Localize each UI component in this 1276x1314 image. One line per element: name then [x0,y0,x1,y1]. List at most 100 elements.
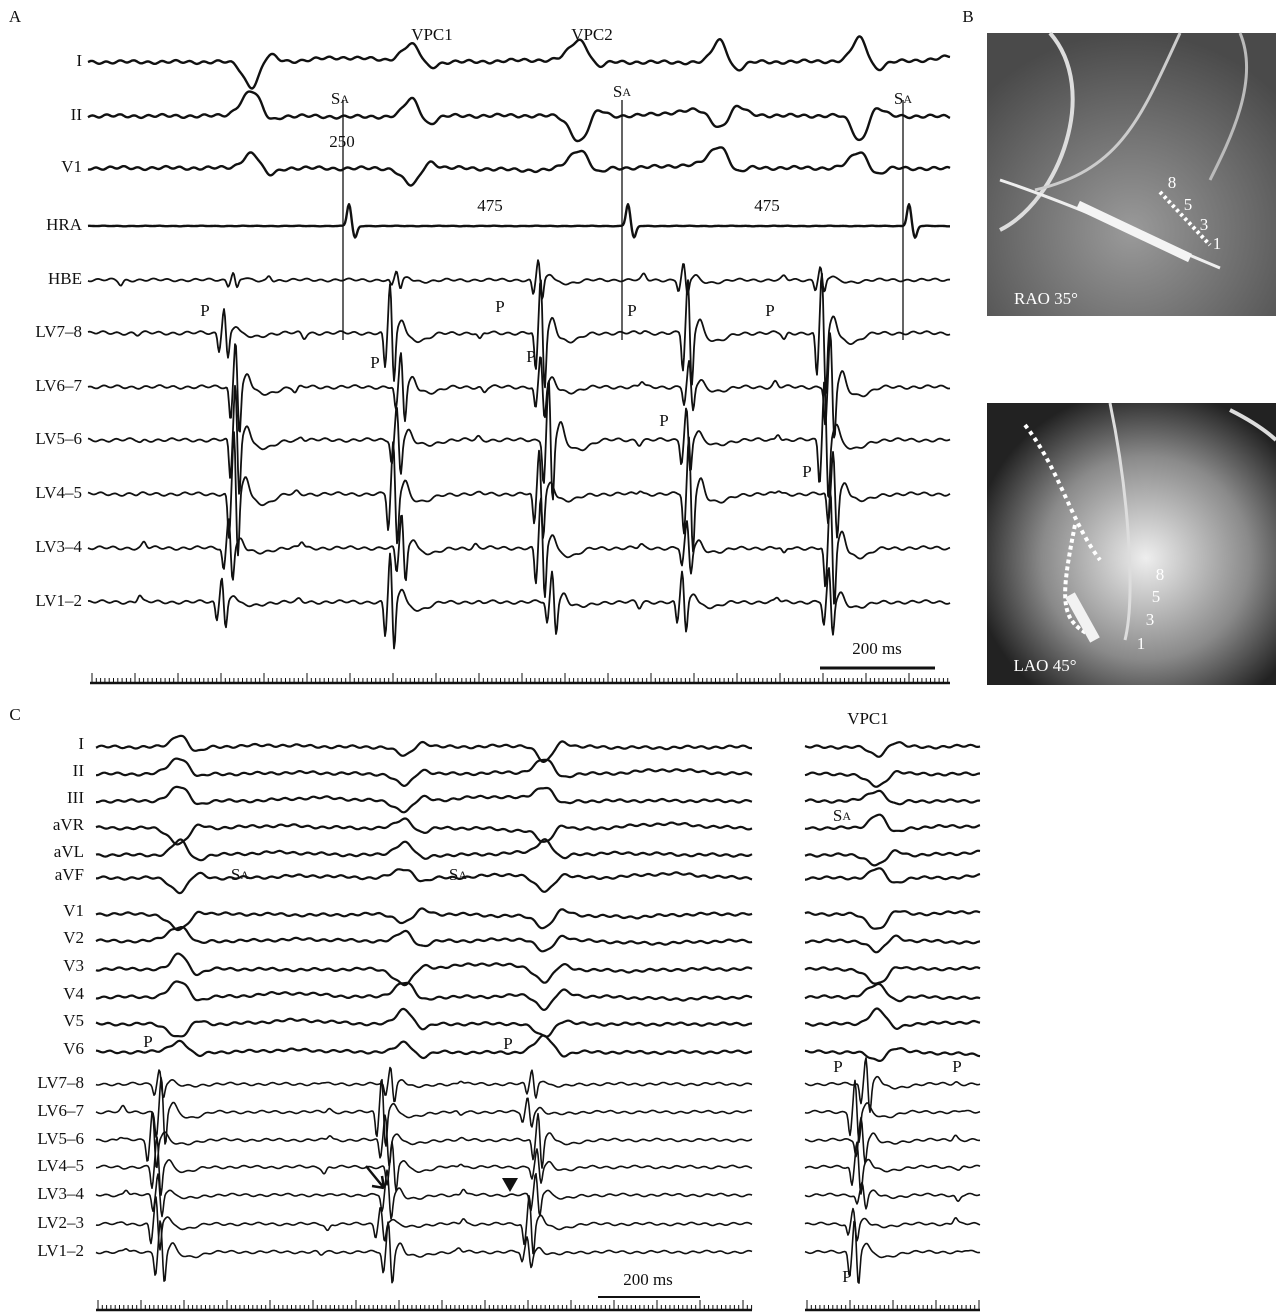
stimulus-label: SA [833,806,851,825]
ecg-trace [804,965,981,985]
lead-label: LV6–7 [37,1101,84,1120]
interval-label: 475 [754,196,780,215]
p-wave-label: P [495,297,504,316]
lead-label: LV4–5 [37,1156,84,1175]
lead-label: HRA [46,215,83,234]
ecg-trace [87,146,951,187]
ecg-trace [804,1181,981,1210]
fluoro-rao [987,31,1276,316]
lead-label: LV4–5 [35,483,82,502]
electrode-label: 8 [1156,565,1165,584]
electrode-label: 1 [1213,234,1222,253]
ecg-trace [804,813,981,833]
stimulus-subscript: A [903,92,912,106]
event-label: VPC1 [847,709,889,728]
ecg-trace [87,35,951,90]
scale-label: 200 ms [623,1270,673,1289]
ecg-trace [95,1195,753,1255]
stimulus-label: SA [449,865,467,884]
ecg-trace [95,1034,753,1060]
p-wave-label: P [526,347,535,366]
ecg-trace [95,757,753,787]
lead-label: V6 [63,1039,84,1058]
lead-label: V2 [63,928,84,947]
ecg-trace [95,1066,753,1103]
scale-label: 200 ms [852,639,902,658]
ecg-trace [87,272,951,394]
ecg-trace [804,910,981,930]
stimulus-subscript: A [842,809,851,823]
electrode-label: 3 [1146,610,1155,629]
ecg-trace [95,1169,753,1220]
stimulus-label: SA [613,82,631,101]
lead-label: V1 [63,901,84,920]
ecg-trace [804,1207,981,1242]
ecg-trace [804,1007,981,1030]
panel-label: C [9,705,20,724]
stimulus-letter: S [833,806,842,825]
ecg-trace [804,1057,981,1113]
ecg-trace [804,1116,981,1164]
lead-label: II [73,761,85,780]
lead-label: V5 [63,1011,84,1030]
ecg-trace [95,907,753,932]
ecg-trace [96,1136,753,1196]
p-wave-label: P [370,353,379,372]
lead-label: LV7–8 [37,1073,84,1092]
lead-label: LV5–6 [37,1129,84,1148]
ecg-trace [804,1220,981,1284]
ecg-trace [804,982,981,1003]
ecg-trace [804,867,981,884]
lead-label: III [67,788,84,807]
ecg-trace [95,868,753,895]
stimulus-subscript: A [240,868,249,882]
electrode-label: 8 [1168,173,1177,192]
p-wave-label: P [802,462,811,481]
ecg-trace [95,952,753,987]
stimulus-letter: S [331,89,340,108]
ecg-trace [95,838,753,862]
electrode-label: 1 [1137,634,1146,653]
lead-label: I [78,734,84,753]
ecg-trace [95,817,753,846]
interval-label: 475 [477,196,503,215]
ecg-trace [87,259,951,300]
stimulus-letter: S [231,865,240,884]
arrow [365,1165,386,1190]
lead-label: V1 [61,157,82,176]
stimulus-label: SA [894,89,912,108]
lead-label: LV7–8 [35,322,82,341]
ecg-trace [804,1079,981,1143]
panel-label: B [962,7,973,26]
p-wave-label: P [143,1032,152,1051]
lead-label: aVL [54,842,84,861]
ecg-trace [95,1076,753,1147]
ecg-trace [95,1007,753,1038]
projection-label: LAO 45° [1014,656,1077,675]
stimulus-subscript: A [622,85,631,99]
lead-label: LV1–2 [35,591,82,610]
lead-label: LV1–2 [37,1241,84,1260]
event-label: VPC1 [411,25,453,44]
ecg-trace [95,926,753,953]
lead-label: LV6–7 [35,376,82,395]
electrode-label: 5 [1152,587,1161,606]
ecg-trace [87,431,951,557]
lead-label: LV5–6 [35,429,82,448]
p-wave-label: P [200,301,209,320]
ecg-trace [804,1047,981,1062]
fluoro-lao [987,402,1276,685]
electrode-label: 3 [1200,215,1209,234]
ecg-trace [87,203,951,239]
lead-label: LV2–3 [37,1213,84,1232]
lead-label: LV3–4 [35,537,82,556]
stimulus-label: SA [231,865,249,884]
projection-label: RAO 35° [1014,289,1078,308]
electrode-label: 5 [1184,195,1193,214]
p-wave-label: P [842,1267,851,1286]
ecg-trace [95,1111,753,1169]
ecg-trace [87,490,951,605]
ecg-trace [804,934,981,954]
panel-label: A [9,7,22,26]
